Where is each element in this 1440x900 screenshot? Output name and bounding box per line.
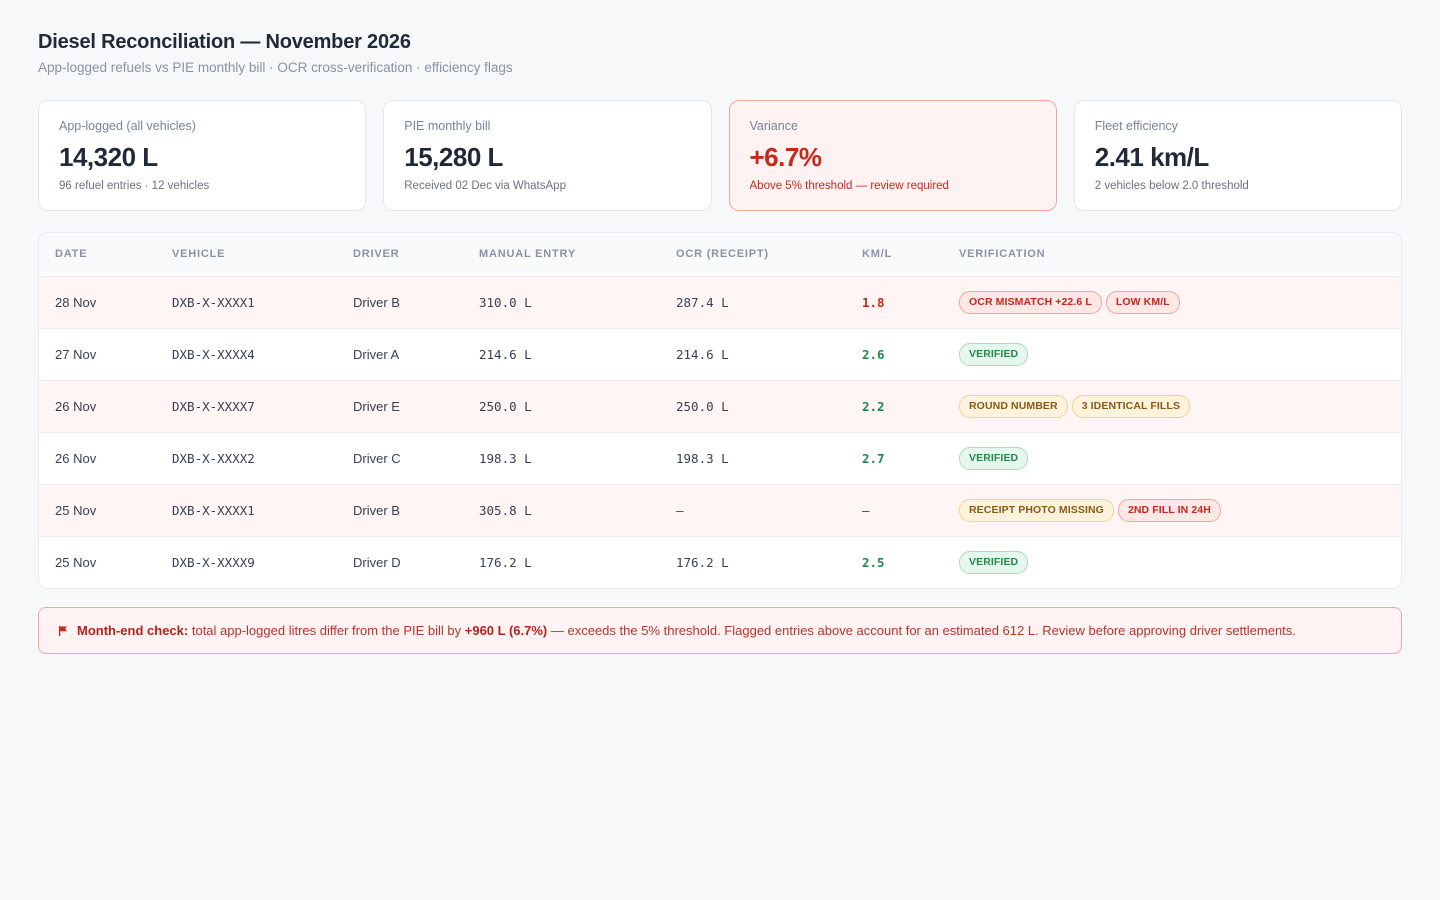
cell-driver: Driver D <box>353 554 401 570</box>
column-header-verification[interactable]: VERIFICATION <box>943 233 1401 277</box>
card-label: Variance <box>749 119 798 133</box>
cell-date: 26 Nov <box>39 432 156 485</box>
status-badge: VERIFIED <box>959 446 1029 470</box>
cell-vehicle: DXB-X-XXXX7 <box>156 380 337 433</box>
cell-ocr: 176.2 L <box>676 554 729 570</box>
month-end-check-banner: Month-end check: total app-logged litres… <box>38 607 1402 654</box>
table-header-row: DATE VEHICLE DRIVER MANUAL ENTRY OCR (RE… <box>39 233 1401 277</box>
cell-manual-entry: 250.0 L <box>463 380 660 433</box>
cell-verification: VERIFIED <box>943 536 1401 588</box>
cell-manual-entry: 310.0 L <box>463 276 660 329</box>
cell-driver: Driver A <box>337 328 463 381</box>
banner-highlight: +960 L (6.7%) <box>464 623 548 638</box>
flag-icon <box>57 625 69 637</box>
cell-ocr: 214.6 L <box>660 328 846 381</box>
column-header-vehicle[interactable]: VEHICLE <box>156 233 337 277</box>
cell-manual-entry: 214.6 L <box>463 328 660 381</box>
cell-vehicle: DXB-X-XXXX1 <box>156 276 337 329</box>
status-badge: RECEIPT PHOTO MISSING <box>959 498 1114 522</box>
cell-verification: OCR MISMATCH +22.6 L LOW KM/L <box>943 276 1401 329</box>
table-row[interactable]: 25 Nov DXB-X-XXXX9 Driver D 176.2 L 176.… <box>39 536 1401 588</box>
column-header-date[interactable]: DATE <box>39 233 156 277</box>
cell-driver: Driver B <box>337 484 463 537</box>
cell-kml: — <box>846 484 943 537</box>
card-value: +6.7% <box>749 142 822 172</box>
cell-ocr: 250.0 L <box>660 380 846 433</box>
column-header-manual-entry[interactable]: MANUAL ENTRY <box>463 233 660 277</box>
cell-kml: 2.7 <box>846 432 943 485</box>
cell-vehicle: DXB-X-XXXX2 <box>156 432 337 485</box>
table-row[interactable]: 25 Nov DXB-X-XXXX1 Driver B 305.8 L — — … <box>39 484 1401 537</box>
status-badge: OCR MISMATCH +22.6 L <box>959 290 1102 314</box>
banner-text-b: — exceeds the 5% threshold. Flagged entr… <box>547 623 1296 638</box>
refuel-table: DATE VEHICLE DRIVER MANUAL ENTRY OCR (RE… <box>38 232 1402 589</box>
card-label: Fleet efficiency <box>1094 119 1178 133</box>
summary-cards: App-logged (all vehicles) 14,320 L 96 re… <box>38 100 1402 211</box>
page-subtitle: App-logged refuels vs PIE monthly bill ·… <box>38 60 513 75</box>
cell-vehicle: DXB-X-XXXX1 <box>156 484 337 537</box>
reconciliation-page: Diesel Reconciliation — November 2026 Ap… <box>38 31 1402 654</box>
cell-kml: 2.6 <box>846 328 943 381</box>
card-pie-bill: PIE monthly bill 15,280 L Received 02 De… <box>383 100 712 211</box>
cell-ocr: 287.4 L <box>660 276 846 329</box>
status-badge: LOW KM/L <box>1105 290 1180 314</box>
cell-vehicle: DXB-X-XXXX4 <box>156 328 337 381</box>
card-value: 2.41 km/L <box>1094 142 1210 172</box>
status-badge: ROUND NUMBER <box>959 394 1068 418</box>
card-app-logged: App-logged (all vehicles) 14,320 L 96 re… <box>38 100 367 211</box>
cell-date: 25 Nov <box>39 484 156 537</box>
card-value: 15,280 L <box>404 142 503 172</box>
table-row[interactable]: 26 Nov DXB-X-XXXX7 Driver E 250.0 L 250.… <box>39 380 1401 433</box>
cell-manual-entry: 198.3 L <box>463 432 660 485</box>
cell-verification: RECEIPT PHOTO MISSING 2ND FILL IN 24H <box>943 484 1401 537</box>
cell-manual-entry: 305.8 L <box>463 484 660 537</box>
banner-text-a: total app-logged litres differ from the … <box>188 623 465 638</box>
cell-verification: VERIFIED <box>943 432 1401 485</box>
banner-text: Month-end check: total app-logged litres… <box>77 623 1296 638</box>
cell-kml: 2.2 <box>846 380 943 433</box>
card-note: 2 vehicles below 2.0 threshold <box>1094 180 1249 192</box>
status-badge: 2ND FILL IN 24H <box>1117 498 1221 522</box>
status-badge: VERIFIED <box>959 550 1029 574</box>
column-header-kml[interactable]: KM/L <box>846 233 943 277</box>
card-value: 14,320 L <box>59 142 158 172</box>
card-fleet-efficiency: Fleet efficiency 2.41 km/L 2 vehicles be… <box>1073 100 1402 211</box>
card-label: PIE monthly bill <box>404 119 491 133</box>
cell-date: 27 Nov <box>39 328 156 381</box>
card-note: Above 5% threshold — review required <box>749 180 949 192</box>
column-header-ocr[interactable]: OCR (RECEIPT) <box>660 233 846 277</box>
cell-manual-entry: 176.2 L <box>479 554 532 570</box>
card-note: 96 refuel entries · 12 vehicles <box>59 180 210 192</box>
cell-date: 25 Nov <box>55 554 97 570</box>
cell-driver: Driver B <box>337 276 463 329</box>
cell-date: 26 Nov <box>39 380 156 433</box>
table-row[interactable]: 28 Nov DXB-X-XXXX1 Driver B 310.0 L 287.… <box>39 276 1401 329</box>
cell-ocr: 198.3 L <box>660 432 846 485</box>
status-badge: VERIFIED <box>959 342 1029 366</box>
card-note: Received 02 Dec via WhatsApp <box>404 180 566 192</box>
card-label: App-logged (all vehicles) <box>59 119 196 133</box>
cell-ocr: — <box>660 484 846 537</box>
cell-date: 28 Nov <box>39 276 156 329</box>
cell-driver: Driver C <box>337 432 463 485</box>
banner-lead: Month-end check: <box>77 623 189 638</box>
cell-driver: Driver E <box>337 380 463 433</box>
page-title: Diesel Reconciliation — November 2026 <box>38 31 411 53</box>
cell-kml: 2.5 <box>862 554 885 570</box>
card-variance: Variance +6.7% Above 5% threshold — revi… <box>728 100 1057 211</box>
status-badge: 3 IDENTICAL FILLS <box>1071 394 1191 418</box>
cell-vehicle: DXB-X-XXXX9 <box>172 554 255 570</box>
column-header-driver[interactable]: DRIVER <box>337 233 463 277</box>
table-row[interactable]: 26 Nov DXB-X-XXXX2 Driver C 198.3 L 198.… <box>39 432 1401 485</box>
cell-verification: VERIFIED <box>943 328 1401 381</box>
cell-verification: ROUND NUMBER 3 IDENTICAL FILLS <box>943 380 1401 433</box>
cell-kml: 1.8 <box>846 276 943 329</box>
table-row[interactable]: 27 Nov DXB-X-XXXX4 Driver A 214.6 L 214.… <box>39 328 1401 381</box>
